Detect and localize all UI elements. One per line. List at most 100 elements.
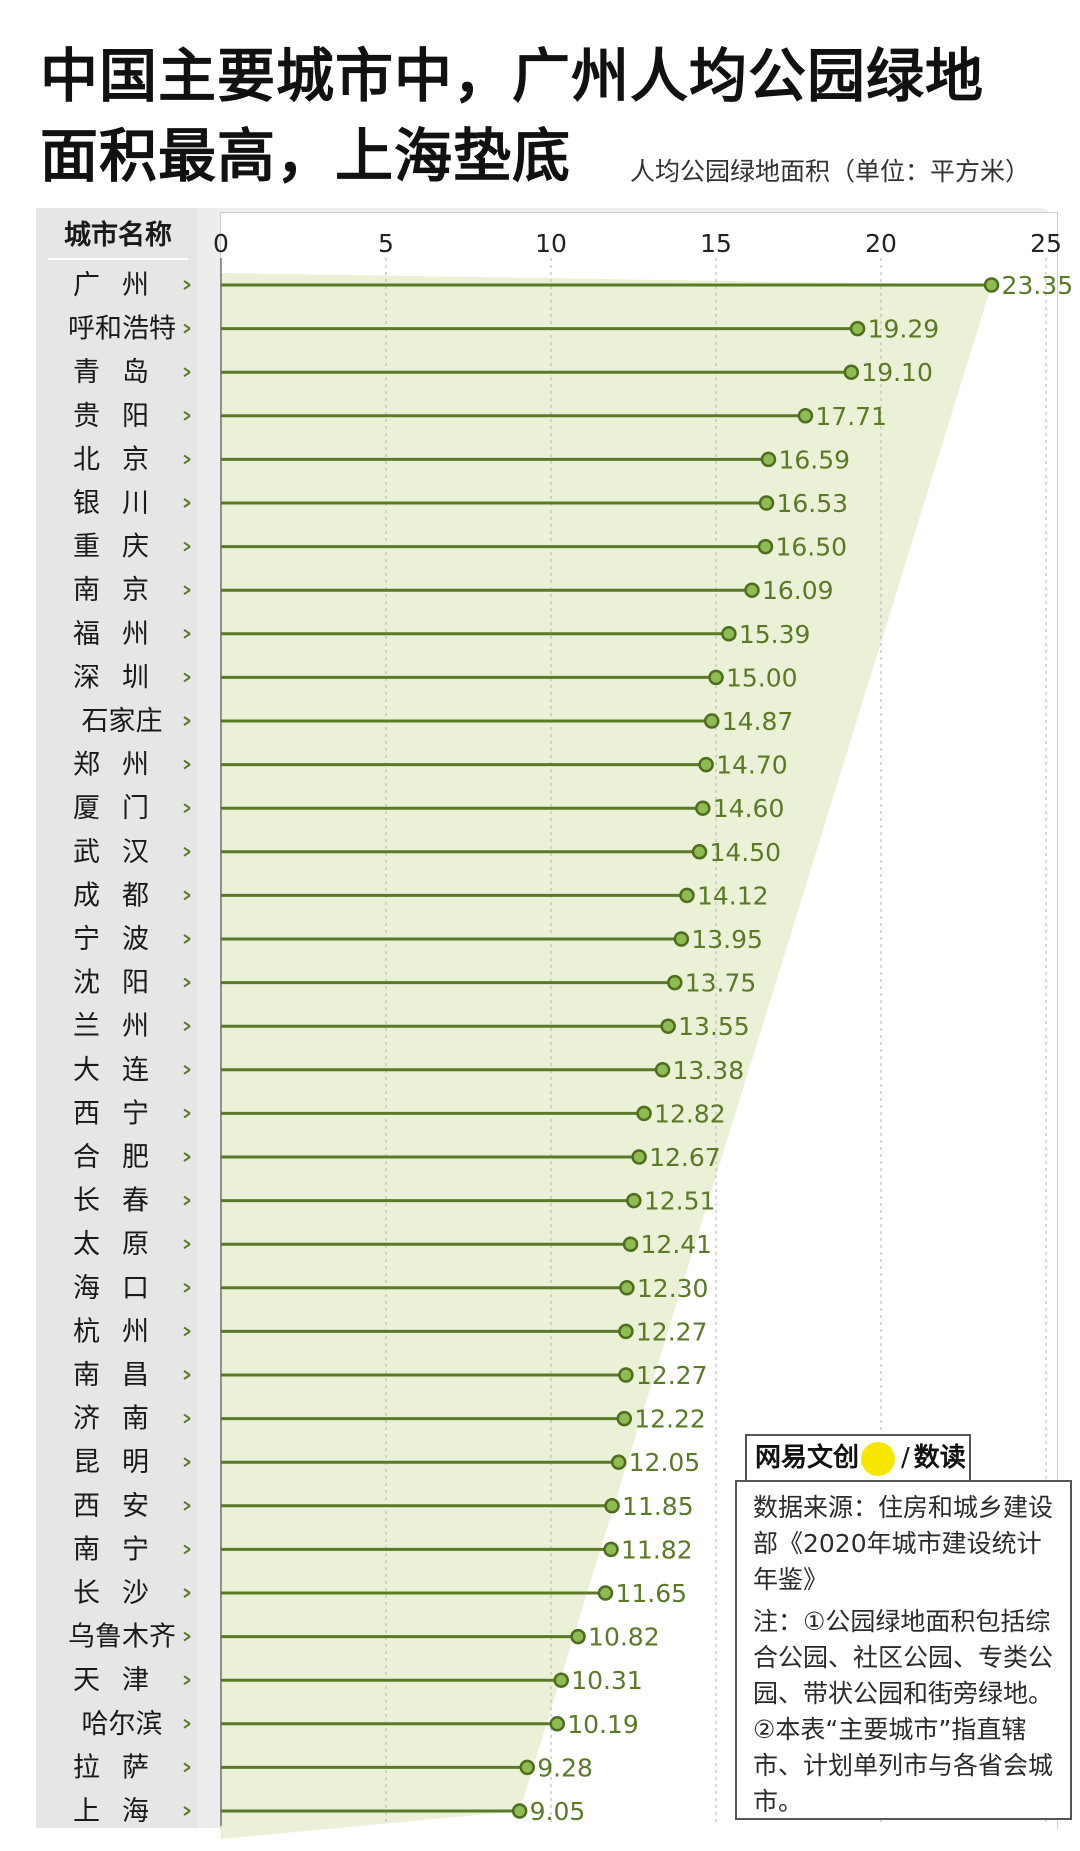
city-label: 郑州 [73,750,171,781]
value-label: 11.82 [621,1535,693,1564]
value-label: 16.09 [762,576,834,605]
city-label: 海口 [73,1273,171,1304]
value-label: 9.05 [530,1797,586,1826]
city-label: 长沙 [73,1578,171,1609]
axis-unit-label: 人均公园绿地面积（单位：平方米） [630,157,1031,186]
area-wedge [221,273,992,1839]
city-label: 重庆 [73,532,171,563]
row-arrow-icon [183,323,191,334]
lollipop-dot [708,669,724,686]
city-column-header: 城市名称 [48,214,188,260]
lollipop-dot [604,1498,620,1514]
value-label: 14.60 [713,794,785,823]
logo-separator: / [901,1443,910,1473]
lollipop-dot [744,582,760,598]
row-arrow-icon [183,1457,191,1468]
city-label: 宁波 [73,924,171,955]
value-label: 12.41 [641,1230,713,1259]
x-tick-label: 5 [378,229,394,258]
city-label: 北京 [73,444,171,475]
city-label: 南京 [73,575,171,606]
city-label: 银川 [73,488,171,519]
lollipop-dot [760,451,777,468]
x-tick-label: 20 [865,229,897,258]
x-tick-label: 15 [700,229,732,258]
value-label: 12.27 [636,1317,708,1346]
x-tick-label: 0 [213,229,229,258]
value-label: 12.51 [644,1187,716,1216]
lollipop-dot [618,1323,634,1340]
row-arrow-icon [183,934,191,944]
lollipop-dot [619,1280,635,1296]
city-label: 青岛 [73,357,171,388]
value-label: 16.50 [776,533,848,562]
value-label: 19.10 [861,358,933,387]
lollipop-dot [695,800,711,816]
city-label: 沈阳 [73,968,171,999]
row-arrow-icon [183,1152,191,1162]
data-source: 数据来源：住房和城乡建设部《2020年城市建设统计年鉴》 [753,1493,1054,1594]
value-label: 14.12 [697,881,769,910]
row-arrow-icon [183,672,191,683]
row-arrow-icon [183,1631,191,1642]
row-arrow-icon [183,1239,191,1250]
row-arrow-icon [183,628,191,639]
lollipop-dot [610,1454,627,1470]
city-label: 南宁 [73,1534,171,1565]
lollipop-dot [597,1585,614,1601]
city-label: 乌鲁木齐 [68,1622,176,1653]
row-arrow-icon [183,1544,191,1555]
row-arrow-icon [183,1326,191,1337]
row-arrow-icon [183,1108,191,1119]
value-label: 12.30 [637,1274,709,1303]
row-arrow-icon [183,716,191,726]
netease-dot-icon [861,1441,896,1476]
city-label: 杭州 [73,1316,171,1347]
row-arrow-icon [183,541,191,552]
city-label: 西安 [73,1491,171,1522]
city-label: 哈尔滨 [82,1709,163,1740]
row-arrow-icon [183,1195,191,1206]
row-arrow-icon [183,1588,191,1598]
lollipop-dot [667,974,683,991]
city-label: 兰州 [73,1011,171,1042]
row-arrow-icon [183,759,191,770]
lollipop-dot [698,756,714,773]
lollipop-dot [654,1062,671,1078]
value-label: 11.85 [622,1492,694,1521]
city-label: 深圳 [73,662,171,693]
brand-name: 网易文创 [755,1443,860,1473]
row-arrow-icon [183,890,191,901]
value-label: 17.71 [815,402,887,431]
lollipop-dot [757,538,774,555]
lollipop-dot [603,1541,619,1558]
row-arrow-icon [183,410,191,421]
title-line-1: 中国主要城市中，广州人均公园绿地 [40,42,985,110]
value-label: 9.28 [537,1753,593,1782]
city-label: 石家庄 [82,706,163,737]
city-label: 昆明 [73,1447,171,1478]
city-label: 大连 [73,1055,171,1086]
value-label: 19.29 [868,315,940,344]
value-label: 14.87 [722,707,794,736]
value-label: 13.75 [685,969,757,998]
row-arrow-icon [183,498,191,508]
value-label: 10.19 [567,1710,639,1739]
city-label: 济南 [73,1404,171,1435]
lollipop-dot [626,1192,642,1209]
lollipop-dot [691,844,708,860]
lollipop-dot [797,408,814,424]
row-arrow-icon [183,1500,191,1511]
city-label: 贵阳 [73,401,171,432]
chart-title: 中国主要城市中，广州人均公园绿地 面积最高，上海垫底 [40,36,1050,196]
value-label: 10.31 [571,1666,643,1695]
city-label: 呼和浩特 [68,314,176,345]
row-arrow-icon [183,803,191,814]
row-arrow-icon [183,1675,191,1686]
lollipop-dot [570,1628,586,1645]
lollipop-dot [703,713,720,729]
value-label: 14.70 [716,751,788,780]
lollipop-dot [618,1367,634,1383]
lollipop-dot [631,1149,647,1165]
lollipop-dot [622,1236,639,1252]
